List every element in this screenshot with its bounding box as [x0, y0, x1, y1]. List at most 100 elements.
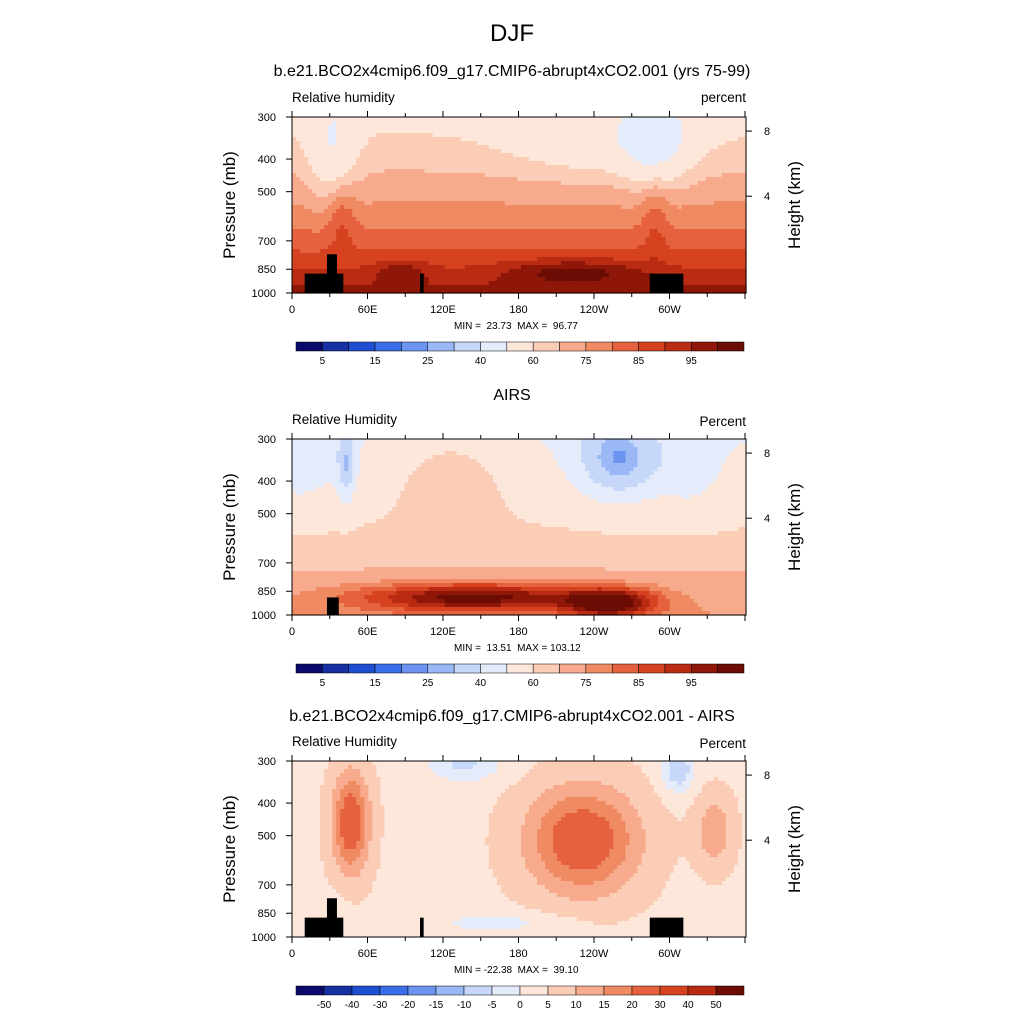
heatmap-cell	[500, 257, 506, 262]
heatmap-cell	[729, 205, 735, 210]
heatmap-cell	[344, 285, 349, 290]
heatmap-cell	[496, 289, 502, 294]
heatmap-cell	[673, 269, 679, 274]
heatmap-cell	[573, 189, 578, 194]
heatmap-cell	[512, 217, 518, 222]
heatmap-cell	[388, 165, 394, 170]
heatmap-cell	[549, 249, 554, 254]
heatmap-cell	[400, 173, 406, 178]
heatmap-cell	[424, 237, 430, 242]
heatmap-cell	[356, 173, 361, 178]
heatmap-cell	[553, 133, 558, 138]
heatmap-cell	[573, 137, 578, 142]
heatmap-cell	[693, 253, 699, 258]
heatmap-cell	[440, 165, 446, 170]
heatmap-cell	[512, 265, 518, 270]
heatmap-cell	[436, 285, 442, 290]
heatmap-cell	[484, 265, 490, 270]
heatmap-cell	[633, 265, 639, 270]
heatmap-cell	[685, 221, 691, 226]
heatmap-cell	[496, 197, 502, 202]
heatmap-cell	[545, 197, 550, 202]
heatmap-cell	[440, 117, 446, 122]
heatmap-cell	[553, 153, 558, 158]
heatmap-cell	[444, 125, 450, 130]
heatmap-cell	[292, 225, 297, 230]
heatmap-cell	[641, 253, 647, 258]
heatmap-cell	[432, 181, 438, 186]
heatmap-cell	[452, 253, 458, 258]
heatmap-cell	[593, 273, 598, 278]
heatmap-cell	[504, 281, 510, 286]
heatmap-cell	[300, 149, 305, 154]
heatmap-cell	[456, 241, 462, 246]
heatmap-cell	[657, 253, 663, 258]
heatmap-cell	[609, 281, 615, 286]
heatmap-cell	[705, 245, 711, 250]
heatmap-cell	[573, 273, 578, 278]
heatmap-cell	[388, 261, 394, 266]
heatmap-cell	[585, 149, 590, 154]
heatmap-cell	[665, 133, 671, 138]
heatmap-cell	[332, 145, 337, 150]
heatmap-cell	[456, 265, 462, 270]
heatmap-cell	[685, 157, 691, 162]
heatmap-cell	[649, 201, 655, 206]
heatmap-cell	[412, 233, 418, 238]
heatmap-cell	[460, 197, 466, 202]
heatmap-cell	[597, 257, 602, 262]
heatmap-cell	[372, 209, 377, 214]
heatmap-cell	[621, 193, 627, 198]
heatmap-cell	[577, 205, 582, 210]
heatmap-cell	[340, 185, 345, 190]
heatmap-cell	[440, 281, 446, 286]
heatmap-cell	[589, 273, 594, 278]
heatmap-cell	[525, 229, 530, 234]
heatmap-cell	[296, 229, 301, 234]
heatmap-cell	[625, 137, 631, 142]
heatmap-cell	[721, 121, 727, 126]
heatmap-cell	[484, 189, 490, 194]
heatmap-cell	[717, 181, 723, 186]
heatmap-cell	[605, 197, 610, 202]
heatmap-cell	[488, 253, 494, 258]
heatmap-cell	[344, 245, 349, 250]
heatmap-cell	[412, 217, 418, 222]
heatmap-cell	[593, 177, 598, 182]
heatmap-cell	[729, 241, 735, 246]
heatmap-cell	[460, 121, 466, 126]
heatmap-cell	[504, 149, 510, 154]
heatmap-cell	[400, 205, 406, 210]
heatmap-cell	[553, 117, 558, 122]
heatmap-cell	[308, 177, 313, 182]
heatmap-cell	[581, 137, 586, 142]
heatmap-cell	[424, 157, 430, 162]
panel-2-title: AIRS	[493, 387, 531, 404]
heatmap-cell	[404, 153, 410, 158]
heatmap-cell	[529, 145, 534, 150]
heatmap-cell	[609, 225, 615, 230]
heatmap-cell	[384, 197, 390, 202]
heatmap-cell	[681, 189, 687, 194]
heatmap-cell	[456, 133, 462, 138]
heatmap-cell	[737, 261, 743, 266]
heatmap-cell	[296, 277, 301, 282]
heatmap-cell	[388, 277, 394, 282]
heatmap-cell	[432, 205, 438, 210]
heatmap-cell	[344, 157, 349, 162]
heatmap-cell	[360, 125, 365, 130]
heatmap-cell	[713, 285, 719, 290]
heatmap-cell	[372, 229, 377, 234]
heatmap-cell	[613, 209, 619, 214]
heatmap-cell	[308, 121, 313, 126]
heatmap-cell	[629, 225, 635, 230]
heatmap-cell	[504, 181, 510, 186]
heatmap-cell	[741, 157, 747, 162]
heatmap-cell	[601, 157, 606, 162]
heatmap-cell	[332, 117, 337, 122]
heatmap-cell	[713, 145, 719, 150]
heatmap-cell	[541, 145, 546, 150]
heatmap-cell	[653, 221, 659, 226]
heatmap-cell	[529, 133, 534, 138]
heatmap-cell	[380, 189, 386, 194]
